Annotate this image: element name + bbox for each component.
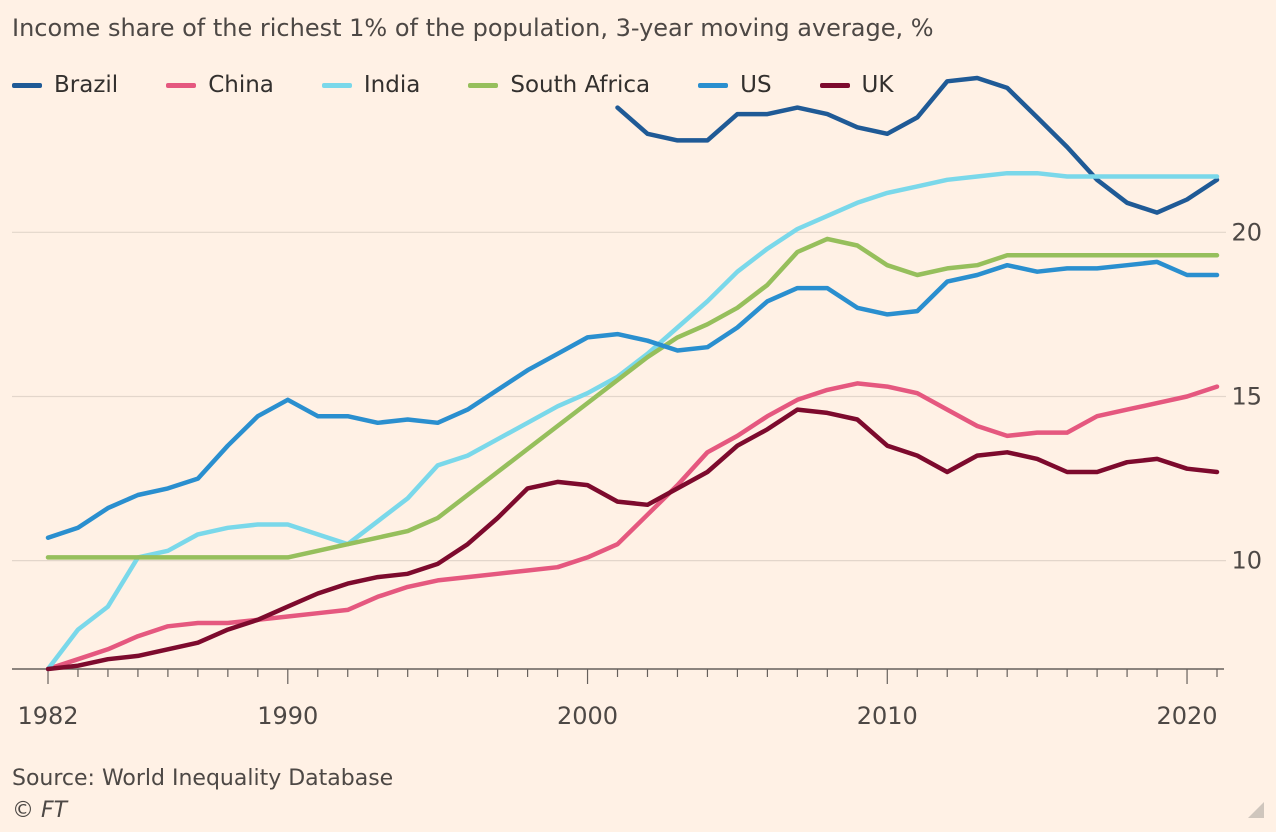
legend-swatch [12,82,42,88]
series-line-china [45,381,1220,672]
source-note: Source: World Inequality Database [12,766,394,791]
x-tick-label: 2000 [557,702,618,730]
legend-label: China [208,72,274,98]
series-line-india [45,170,1220,672]
legend-swatch [698,82,729,88]
legend-label: South Africa [510,72,651,98]
series-line-south-africa [45,236,1220,560]
legend-item-china: China [166,72,274,98]
x-tick-label: 1990 [257,702,318,730]
legend-item-us: US [698,72,772,98]
legend-item-south-africa: South Africa [468,72,650,98]
legend-swatch [166,82,197,88]
legend-label: UK [861,72,894,98]
legend-label: US [740,72,772,98]
legend-swatch [468,82,499,88]
legend-label: Brazil [54,72,119,98]
legend-item-india: India [321,72,421,98]
y-tick-label: 15 [1231,382,1262,410]
legend-swatch [321,82,352,88]
resize-corner-icon [1248,802,1264,818]
series-line-brazil [615,75,1220,215]
x-tick-label: 1982 [17,702,78,730]
legend: Brazil China India South Africa US UK [12,70,941,100]
y-tick-label: 10 [1231,547,1262,575]
x-tick-label: 2020 [1156,702,1217,730]
y-tick-label: 20 [1231,218,1262,246]
legend-label: India [363,72,421,98]
series-line-us [45,259,1220,540]
copyright-credit: © FT [12,798,68,823]
legend-swatch [819,82,850,88]
series-line-uk [45,407,1220,672]
legend-item-brazil: Brazil [12,72,118,98]
x-tick-label: 2010 [857,702,918,730]
chart-title: Income share of the richest 1% of the po… [12,14,934,42]
legend-item-uk: UK [819,72,894,98]
